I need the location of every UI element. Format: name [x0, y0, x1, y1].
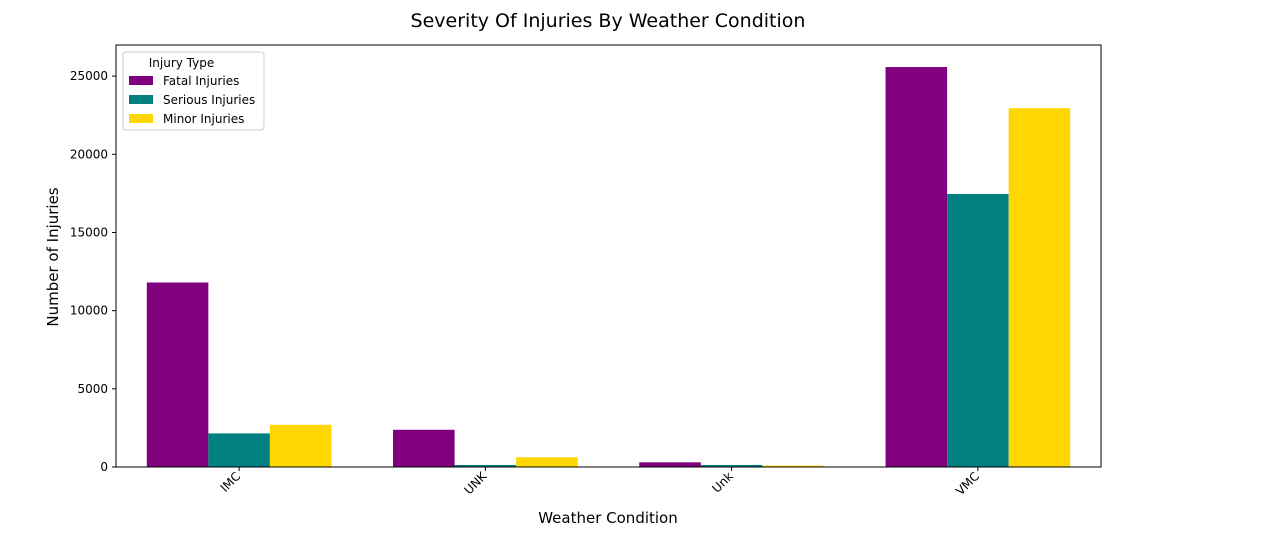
bar-fatal-injuries-imc — [146, 282, 209, 467]
legend-title: Injury Type — [149, 56, 215, 70]
bar-fatal-injuries-unk — [639, 462, 701, 467]
chart-title: Severity Of Injuries By Weather Conditio… — [411, 10, 806, 32]
legend-label-fatal-injuries: Fatal Injuries — [163, 74, 239, 88]
bar-serious-injuries-imc — [208, 433, 270, 467]
y-tick-label: 0 — [100, 460, 108, 474]
legend-label-minor-injuries: Minor Injuries — [163, 112, 244, 126]
x-tick-label: UNK — [461, 468, 490, 497]
y-tick-label: 25000 — [70, 69, 108, 83]
bar-minor-injuries-unk — [516, 457, 578, 467]
bar-serious-injuries-unk — [700, 464, 763, 467]
x-tick-label: Unk — [709, 469, 735, 495]
bar-minor-injuries-unk — [762, 465, 824, 467]
bar-serious-injuries-unk — [454, 464, 517, 467]
legend-swatch-minor-injuries — [129, 114, 153, 123]
bar-fatal-injuries-vmc — [885, 67, 948, 467]
x-axis-label: Weather Condition — [538, 509, 678, 527]
legend-label-serious-injuries: Serious Injuries — [163, 93, 255, 107]
legend-swatch-serious-injuries — [129, 95, 153, 104]
y-tick-label: 20000 — [70, 147, 108, 161]
legend: Injury Type Fatal Injuries Serious Injurie… — [122, 51, 265, 131]
legend-frame — [122, 51, 265, 131]
plot-frame — [115, 44, 1102, 468]
bar-minor-injuries-vmc — [1008, 108, 1071, 467]
x-tick-label: IMC — [218, 469, 244, 495]
bar-serious-injuries-vmc — [947, 194, 1009, 467]
bars-layer — [146, 67, 1071, 467]
x-tick-label: VMC — [953, 469, 982, 498]
bar-minor-injuries-imc — [269, 424, 332, 467]
y-tick-label: 10000 — [70, 304, 108, 318]
legend-swatch-fatal-injuries — [129, 76, 153, 85]
y-tick-label: 5000 — [77, 382, 108, 396]
bar-fatal-injuries-unk — [393, 429, 455, 467]
y-axis-label: Number of Injuries — [44, 187, 62, 326]
y-tick-label: 15000 — [70, 225, 108, 239]
